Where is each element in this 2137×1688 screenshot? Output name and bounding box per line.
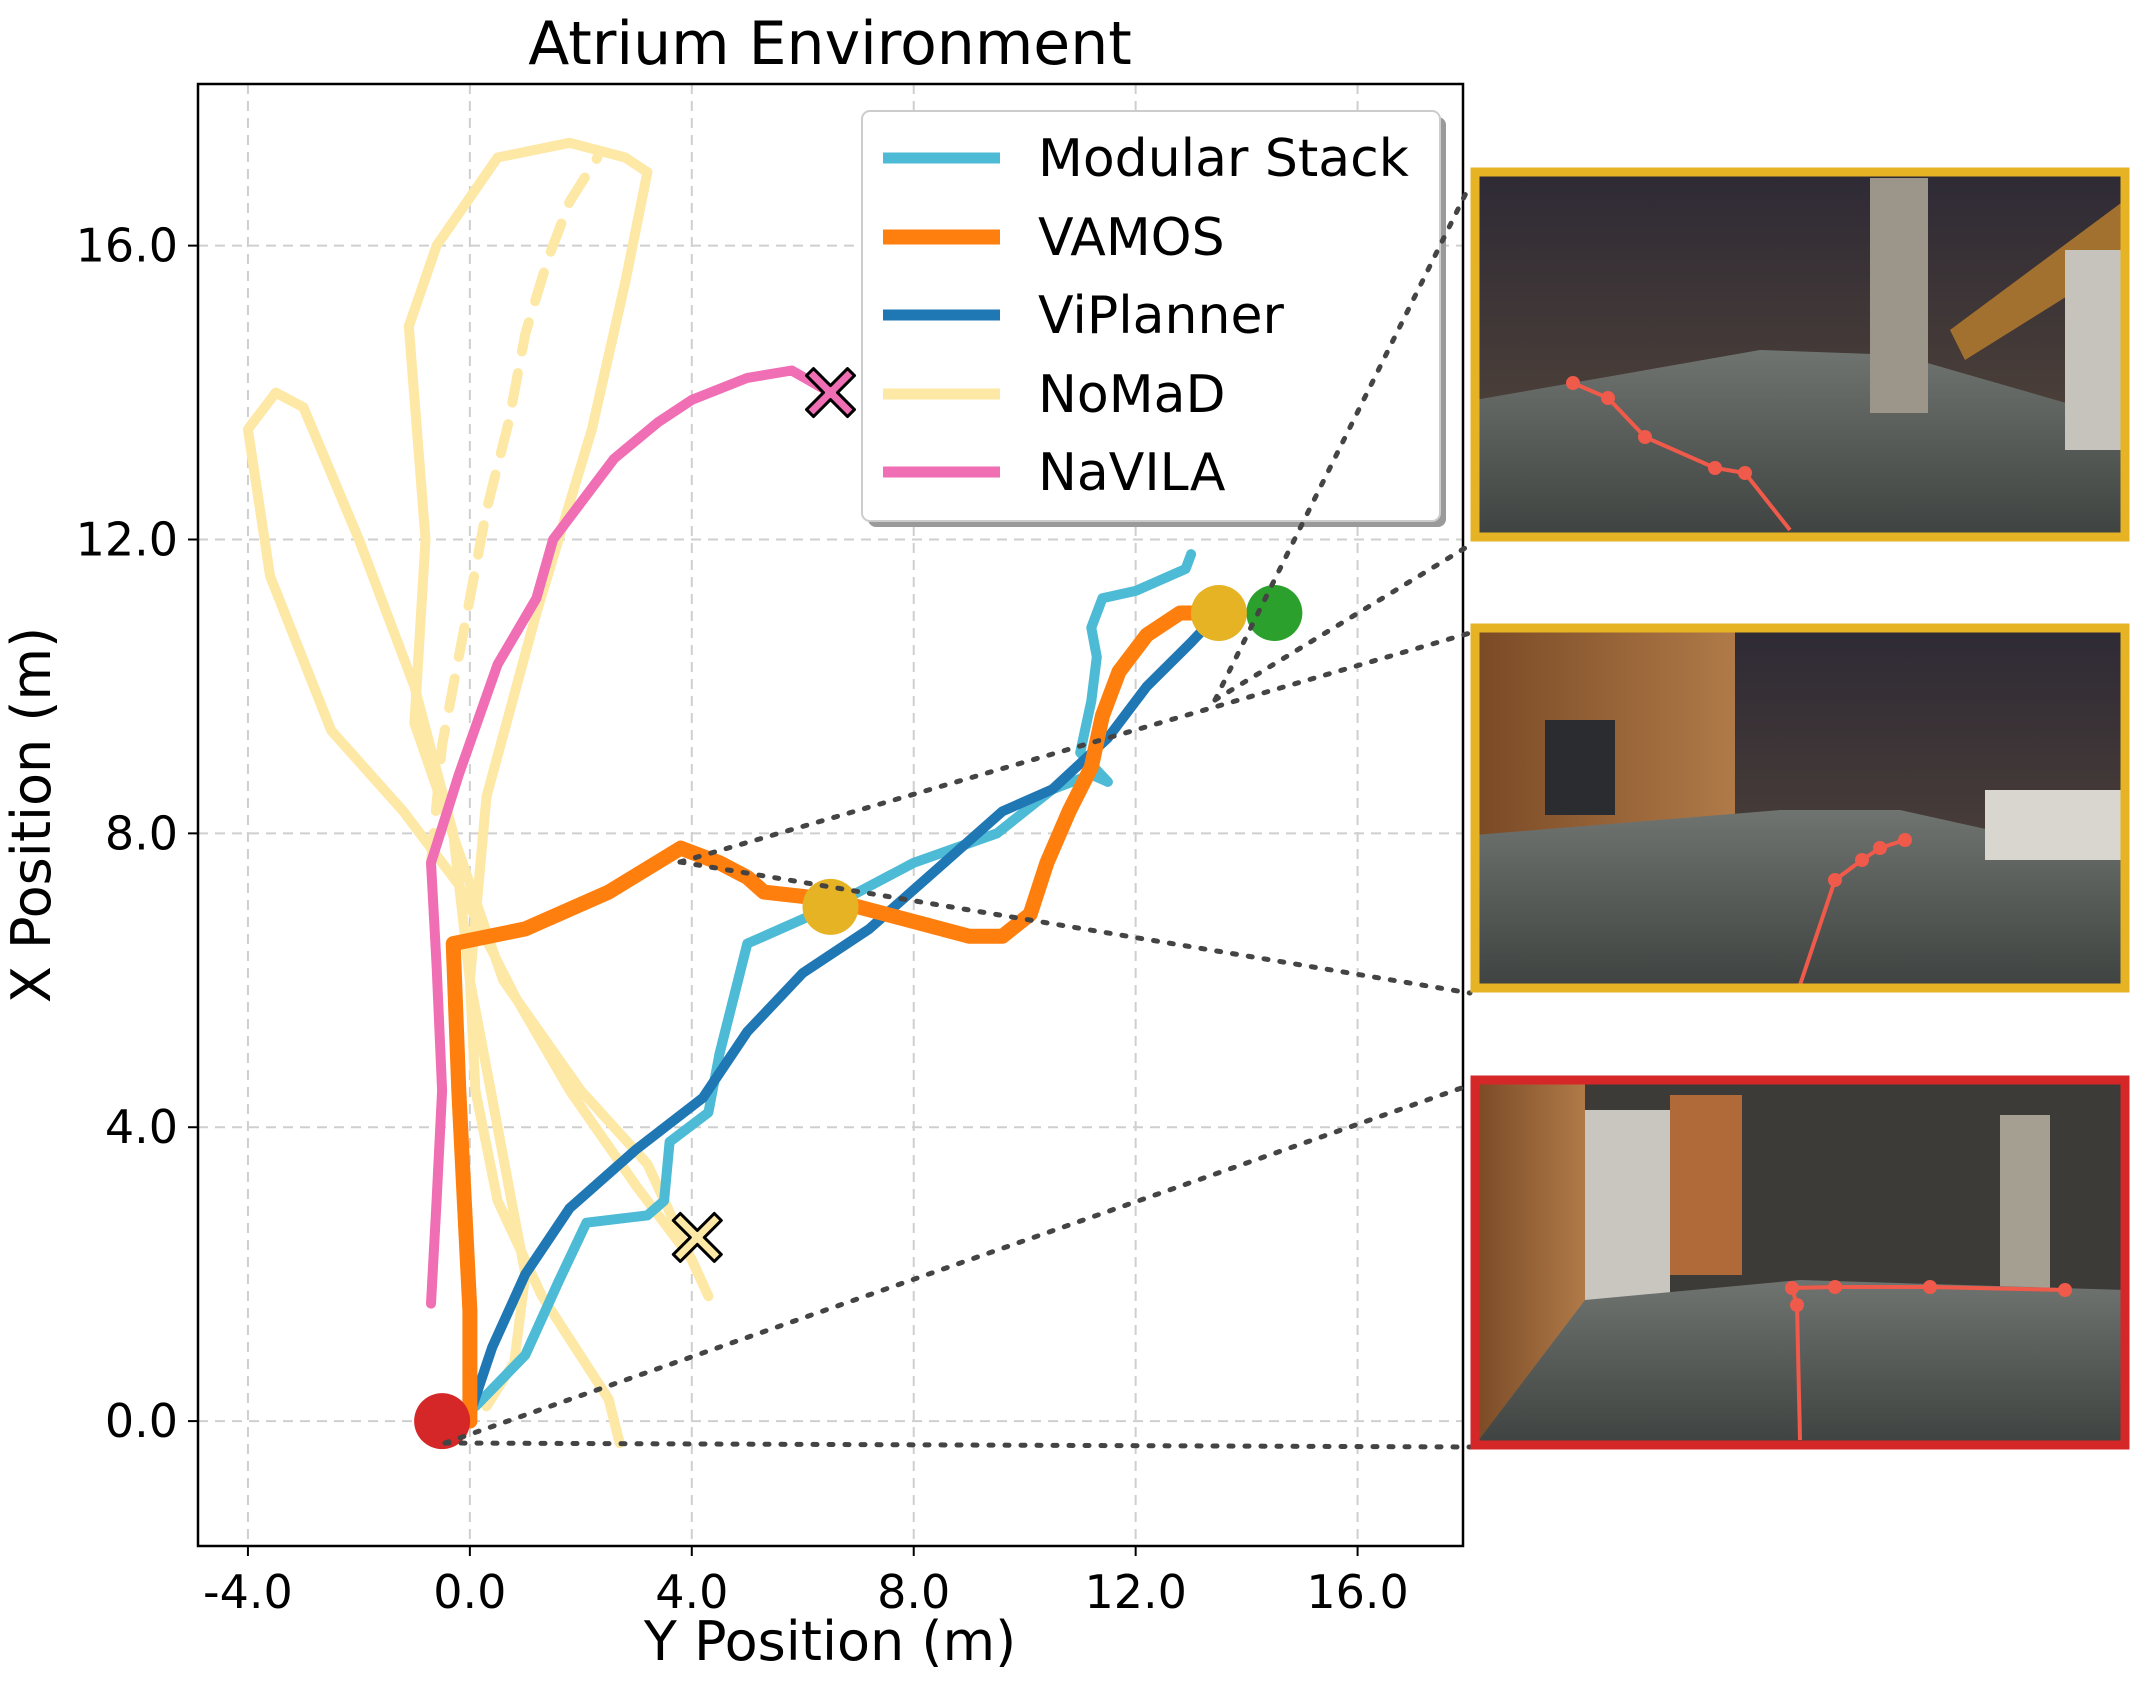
inset-path-point	[1785, 1281, 1799, 1295]
inset-path-point	[1638, 430, 1652, 444]
inset-path-point	[1855, 853, 1869, 867]
legend-label-nomad: NoMaD	[1038, 365, 1225, 425]
x-tick-label: 16.0	[1306, 1565, 1408, 1619]
y-tick-labels: 0.0 4.0 8.0 12.0 16.0	[76, 219, 198, 1448]
legend: Modular Stack VAMOS ViPlanner NoMaD NaVI…	[861, 110, 1446, 527]
marker-goal	[1246, 584, 1303, 641]
inset-stairs	[1950, 200, 2125, 360]
marker-waypoint	[802, 878, 859, 935]
inset-path-point	[1828, 873, 1842, 887]
inset-border-middle	[1470, 623, 2130, 993]
inset-path-point	[1601, 391, 1615, 405]
inset-path-point	[2058, 1283, 2072, 1297]
inset-view-top	[1470, 167, 2130, 542]
inset-view-bottom	[1470, 1075, 2130, 1450]
x-tick-labels: -4.0 0.0 4.0 8.0 12.0 16.0	[203, 1546, 1409, 1619]
plot-frame	[196, 82, 1465, 1548]
connector-line	[677, 859, 1473, 996]
inset-counter	[1985, 790, 2125, 860]
connector-line	[1212, 182, 1473, 703]
x-tick-label: -4.0	[203, 1565, 293, 1619]
series-lines	[242, 137, 1227, 1449]
markers	[414, 367, 1303, 1450]
series-line-modular-stack	[470, 549, 1197, 1412]
series-line-nomad	[242, 137, 714, 1449]
connector-line	[442, 1082, 1473, 1446]
inset-pillar	[1870, 178, 1928, 413]
legend-label-navila: NaVILA	[1038, 443, 1226, 503]
y-axis-label: X Position (m)	[0, 627, 63, 1003]
inset-path-point	[1828, 1280, 1842, 1294]
inset-connectors	[442, 182, 1473, 1450]
x-axis-label: Y Position (m)	[643, 1610, 1016, 1673]
series-line-viplanner	[464, 608, 1224, 1419]
y-tick-label: 8.0	[105, 806, 178, 860]
inset-floor	[1475, 810, 2125, 988]
inset-white-wall	[1585, 1110, 1670, 1300]
chart-title: Atrium Environment	[528, 9, 1132, 79]
y-tick-label: 4.0	[105, 1100, 178, 1154]
inset-border-top	[1470, 167, 2130, 542]
inset-path-overlay	[1789, 1285, 2066, 1441]
y-tick-label: 0.0	[105, 1394, 178, 1448]
inset-path-point	[1738, 466, 1752, 480]
legend-label-modular-stack: Modular Stack	[1038, 129, 1409, 189]
x-tick-label: 12.0	[1084, 1565, 1186, 1619]
inset-window	[1545, 720, 1615, 815]
y-tick-label: 16.0	[76, 219, 178, 273]
inset-path-point	[1708, 461, 1722, 475]
marker-nomad-end	[671, 1211, 723, 1263]
series-line-vamos	[445, 605, 1227, 1429]
inset-path-point	[1566, 376, 1580, 390]
inset-pillar	[2000, 1115, 2050, 1295]
connector-line	[1212, 542, 1473, 703]
series-line-navila	[426, 365, 836, 1309]
inset-path-point	[1873, 841, 1887, 855]
legend-label-vamos: VAMOS	[1038, 208, 1225, 268]
legend-label-viplanner: ViPlanner	[1038, 286, 1284, 346]
x-tick-label: 0.0	[433, 1565, 506, 1619]
inset-brick-pillar	[1670, 1095, 1742, 1275]
y-tick-label: 12.0	[76, 512, 178, 566]
inset-border-bottom	[1470, 1075, 2130, 1450]
inset-view-middle	[1470, 623, 2130, 993]
x-tick-label: 4.0	[655, 1565, 728, 1619]
marker-navila-end	[805, 367, 856, 419]
legend-box	[861, 110, 1441, 522]
inset-path-point	[1898, 833, 1912, 847]
marker-waypoint	[1190, 584, 1247, 641]
x-tick-label: 8.0	[877, 1565, 950, 1619]
inset-path-point	[1790, 1298, 1804, 1312]
series-line-nomad-dashed	[426, 152, 603, 868]
marker-start	[414, 1393, 471, 1450]
connector-line	[442, 1440, 1473, 1450]
inset-floor	[1475, 350, 2125, 537]
inset-wall-right	[2065, 250, 2125, 450]
inset-path-point	[1923, 1280, 1937, 1294]
